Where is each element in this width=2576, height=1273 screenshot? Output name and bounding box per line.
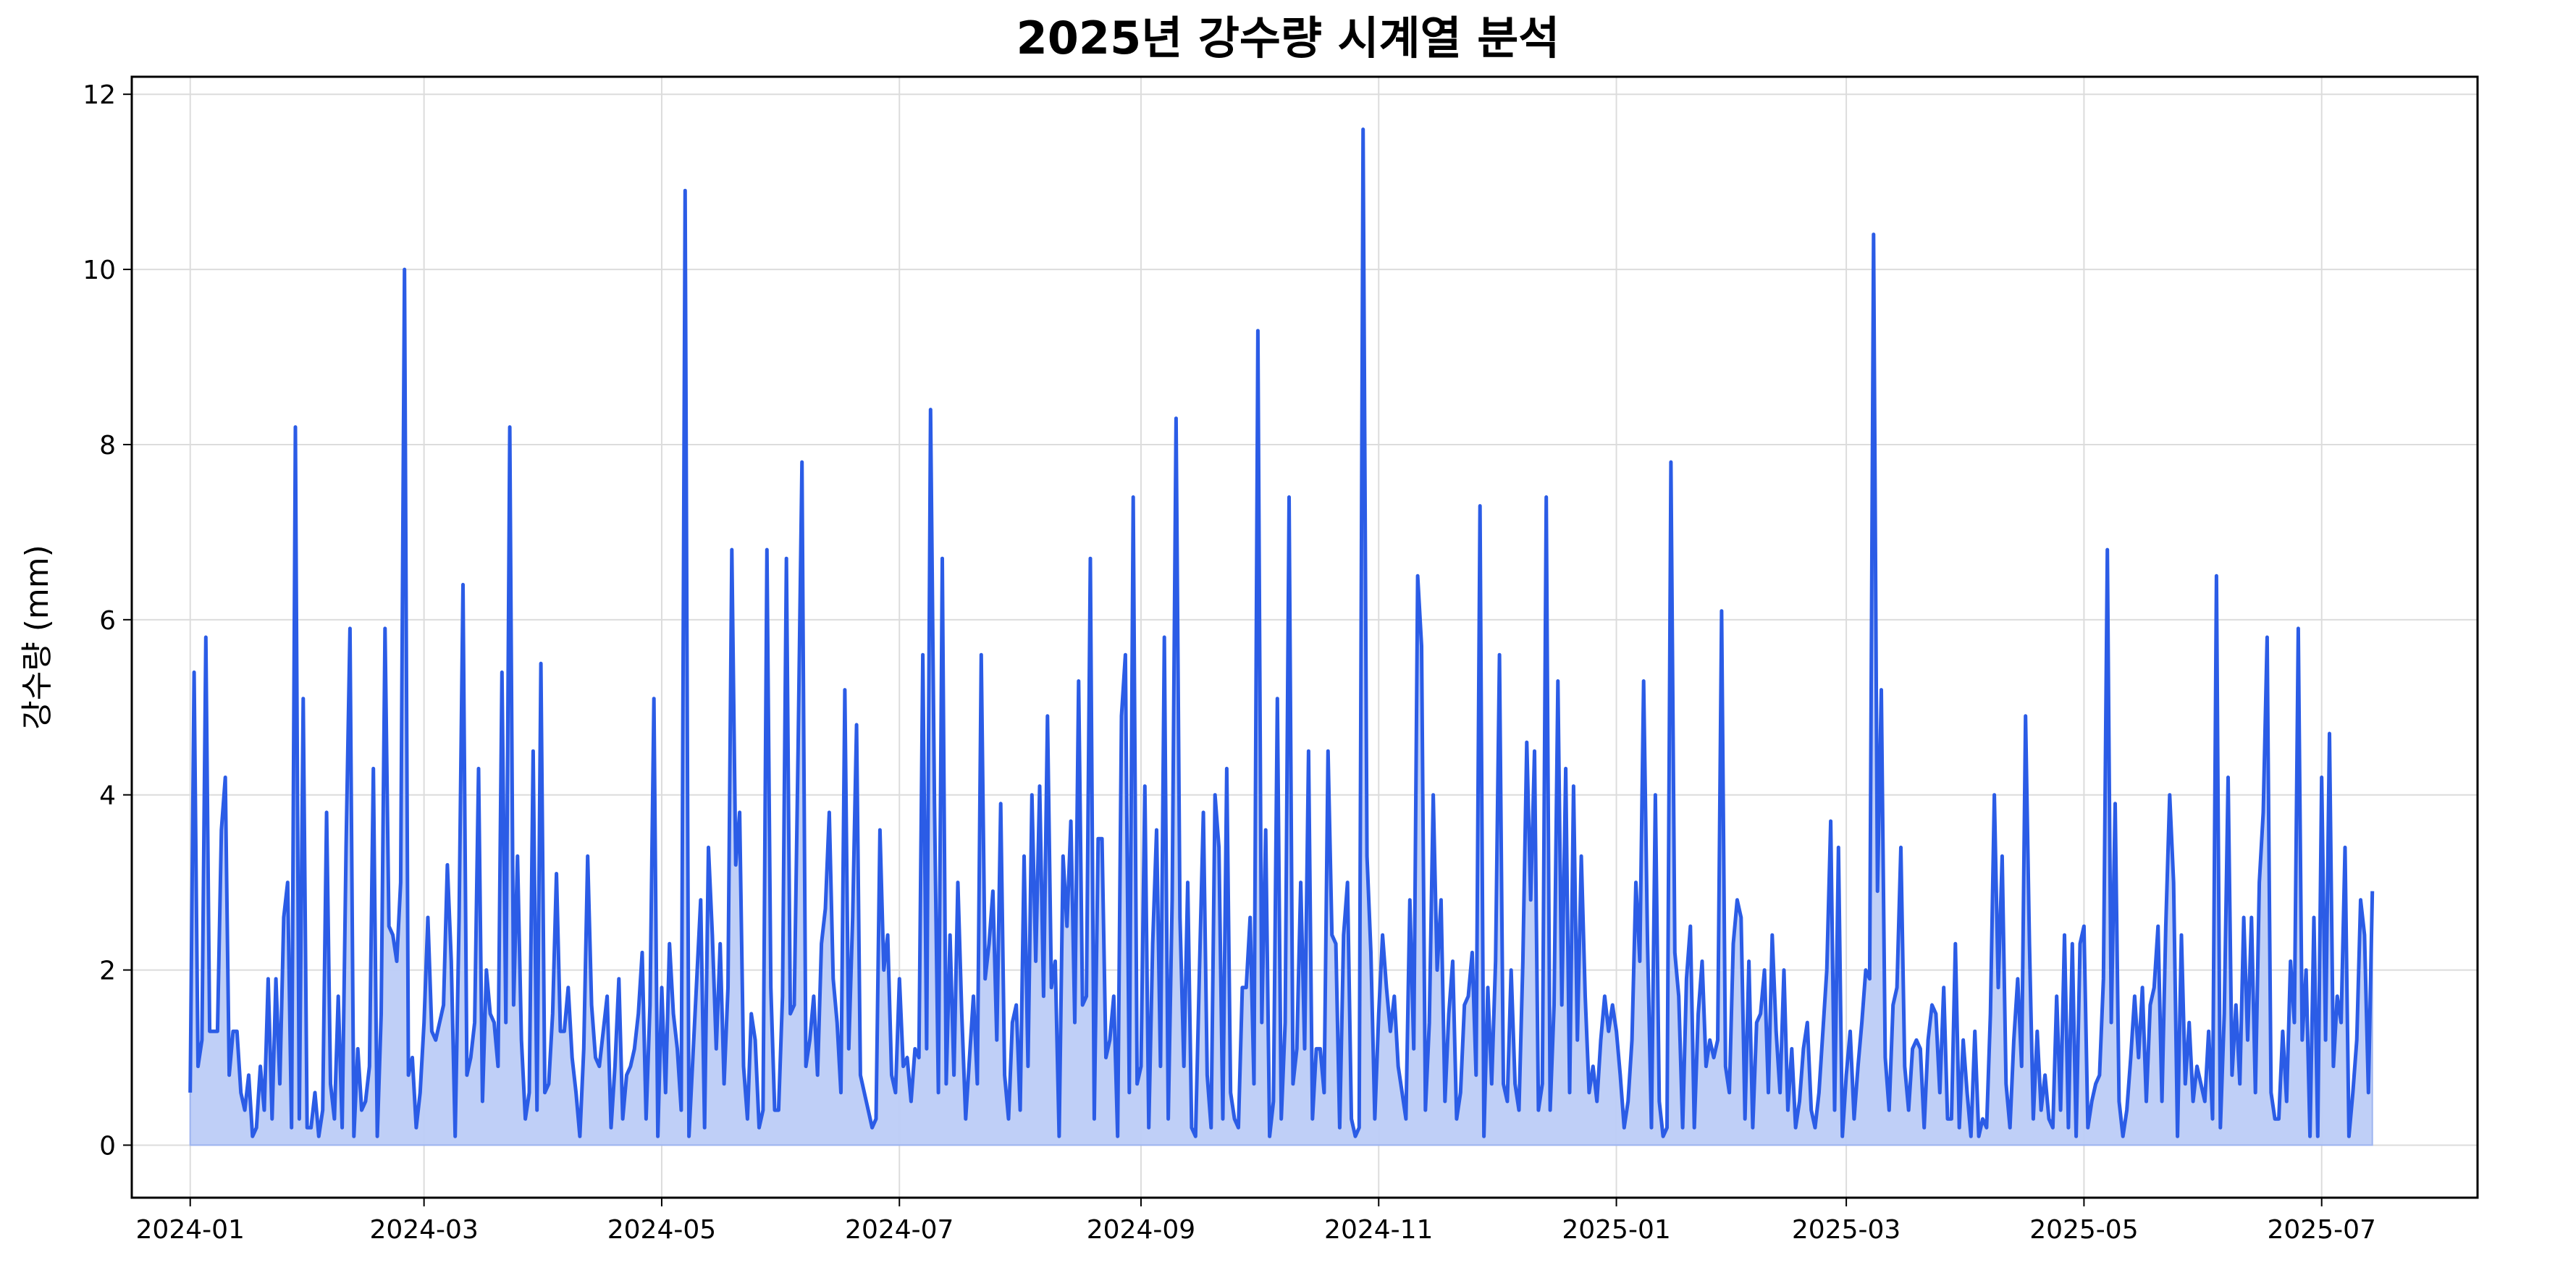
y-tick-label: 10 <box>83 256 116 285</box>
x-tick-label: 2024-05 <box>607 1215 716 1245</box>
x-tick-label: 2024-03 <box>369 1215 478 1245</box>
x-tick-label: 2024-07 <box>845 1215 954 1245</box>
x-tick-label: 2025-03 <box>1792 1215 1901 1245</box>
axis-ticks: 0 2 4 6 8 10 12 2024-01 2024-03 2024-05 2024-07 202… <box>83 80 2376 1245</box>
x-tick-label: 2024-09 <box>1087 1215 1195 1245</box>
series-line <box>188 127 2375 1138</box>
chart-title: 2025년 강수량 시계열 분석 <box>1016 12 1560 64</box>
x-tick-label: 2024-01 <box>136 1215 245 1245</box>
x-tick-label: 2024-11 <box>1324 1215 1433 1245</box>
y-tick-label: 4 <box>99 781 116 811</box>
x-tick-label: 2025-01 <box>1562 1215 1670 1245</box>
y-tick-label: 12 <box>83 80 116 110</box>
y-tick-label: 8 <box>99 431 116 461</box>
y-axis-label: 강수량 (mm) <box>19 545 56 729</box>
y-tick-label: 6 <box>99 606 116 636</box>
series-area <box>188 127 2375 1146</box>
x-tick-label: 2025-07 <box>2268 1215 2376 1245</box>
x-tick-label: 2025-05 <box>2029 1215 2138 1245</box>
y-tick-label: 2 <box>99 957 116 986</box>
y-tick-label: 0 <box>99 1131 116 1161</box>
plot-frame <box>130 75 2479 1199</box>
